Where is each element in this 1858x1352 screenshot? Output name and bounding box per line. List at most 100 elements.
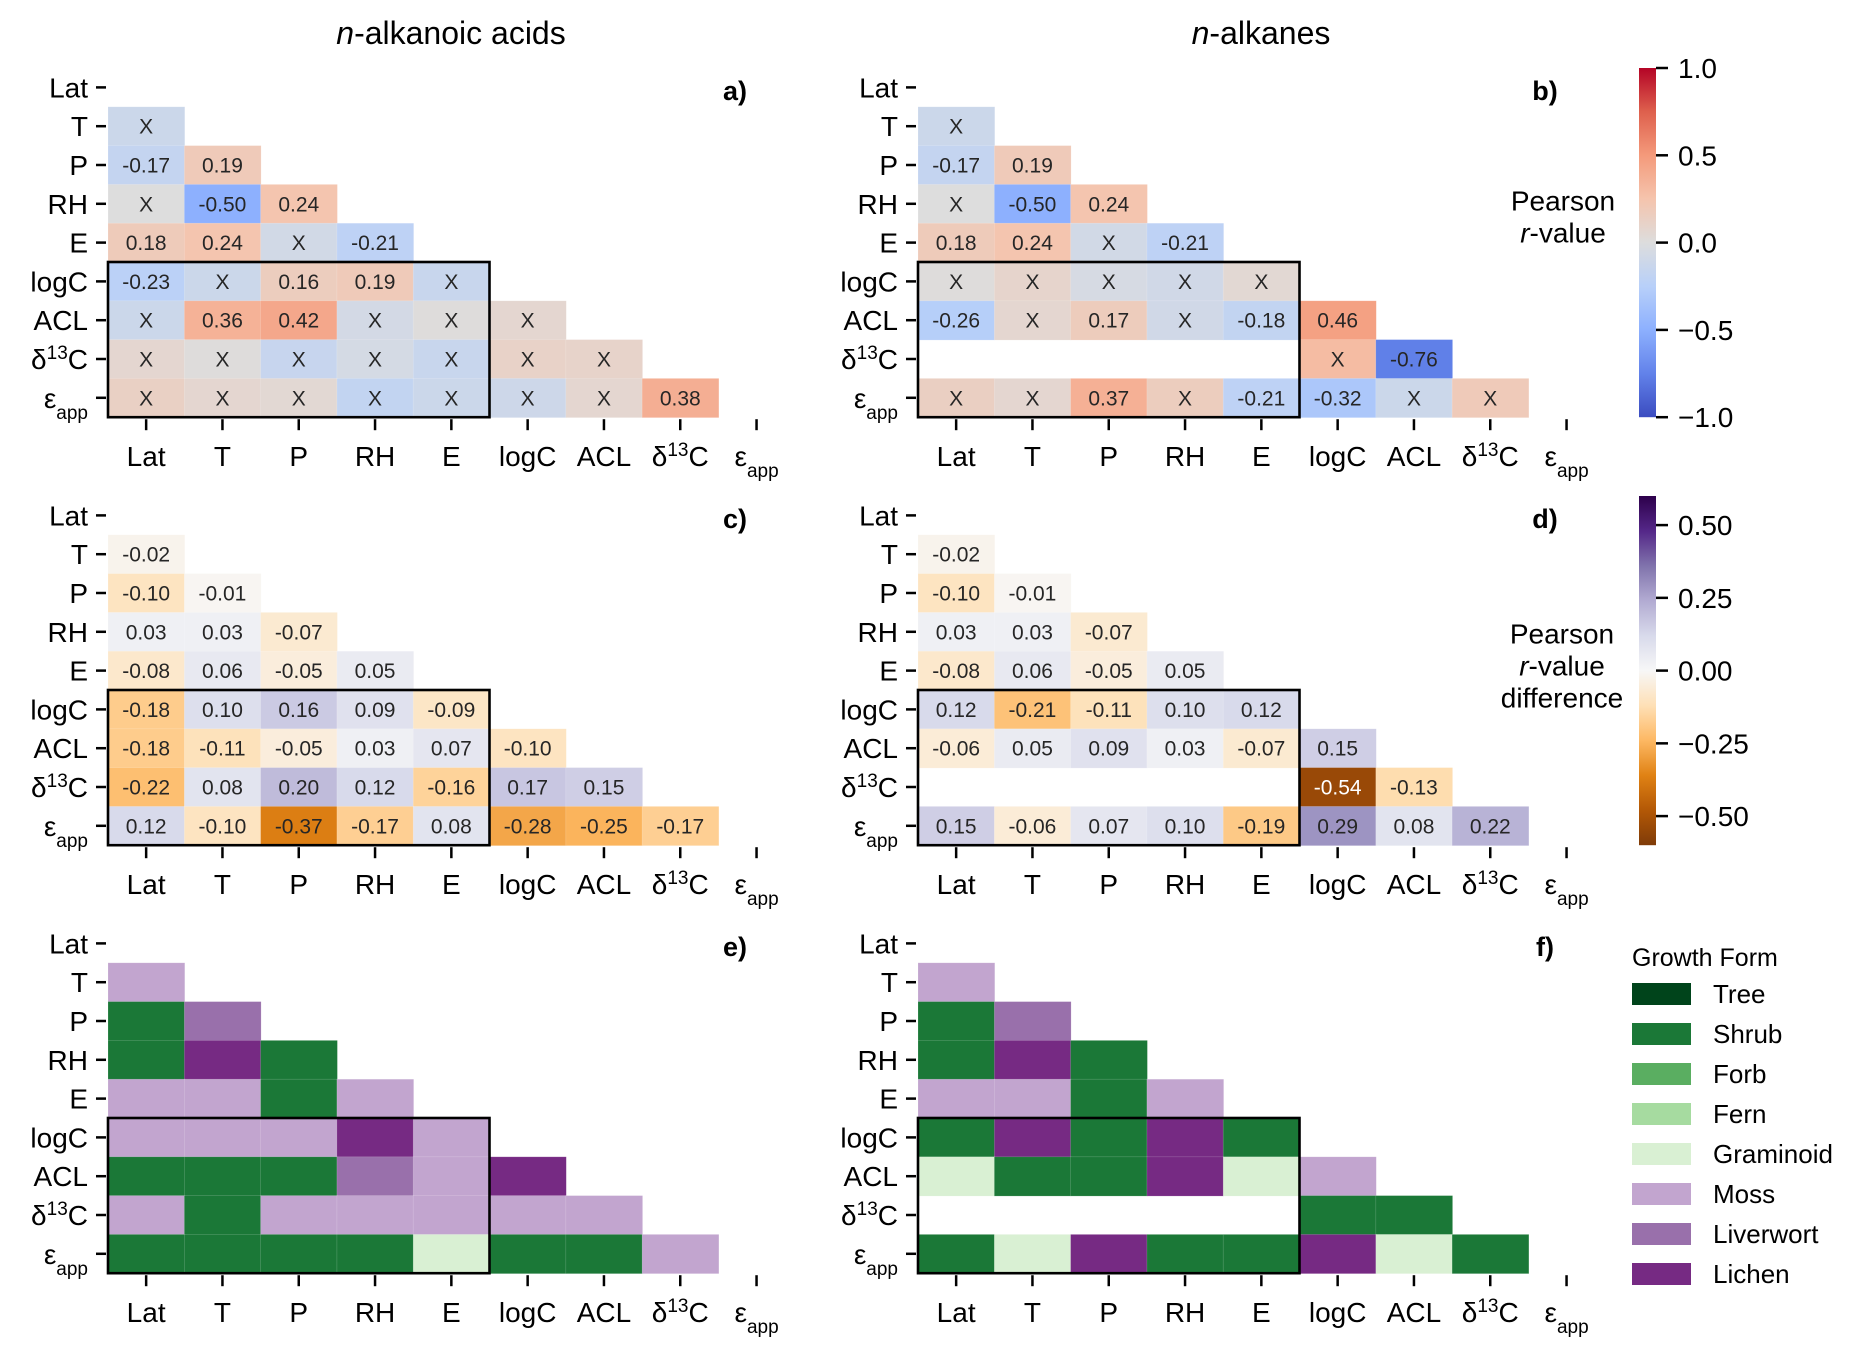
heatmap-cell	[107, 534, 186, 575]
heatmap-cell	[184, 261, 262, 302]
heatmap-cell	[993, 184, 1072, 224]
cell-value-label: -0.02	[122, 544, 170, 567]
x-tick-label: T	[1024, 441, 1041, 472]
y-tick-label: ACL	[844, 305, 898, 336]
x-tick-label: E	[442, 869, 461, 900]
y-tick-label: T	[71, 967, 88, 998]
heatmap-cell	[260, 1040, 338, 1081]
x-tick-label: Lat	[127, 869, 166, 900]
heatmap-cell	[917, 962, 996, 1003]
colorbar-PuOr: 0.50 0.25 0.00 −0.25 −0.50 Pearsonr-valuediff…	[1501, 496, 1749, 846]
y-tick-label: δ13C	[31, 1199, 88, 1232]
legend-label: Liverwort	[1713, 1219, 1819, 1249]
cell-value-label: 0.06	[202, 660, 243, 683]
x-tick-label: RH	[1165, 1297, 1205, 1328]
legend-label: Fern	[1713, 1099, 1766, 1129]
heatmap-cell	[336, 650, 414, 691]
cell-value-label: 0.20	[278, 777, 319, 800]
heatmap-cell	[917, 300, 996, 341]
heatmap-cell	[565, 767, 643, 808]
y-tick-label: logC	[840, 266, 898, 297]
cell-value-label: -0.37	[275, 815, 323, 838]
highlight-box	[106, 1116, 491, 1275]
cell-value-label: X	[597, 349, 611, 372]
cell-value-label: -0.10	[199, 815, 247, 838]
heatmap-cell	[412, 1117, 491, 1158]
y-tick-label: εapp	[854, 811, 898, 852]
cell-value-label: 0.36	[202, 310, 243, 333]
heatmap-cell	[184, 184, 262, 224]
y-tick-label: εapp	[854, 383, 898, 424]
y-tick-label: E	[879, 656, 898, 687]
cell-value-label: X	[444, 387, 458, 410]
x-tick-label: P	[289, 1297, 308, 1328]
x-tick-label: T	[214, 1297, 231, 1328]
cell-value-label: X	[215, 271, 229, 294]
y-tick-label: Lat	[49, 72, 88, 103]
heatmap-cell	[489, 378, 567, 418]
heatmap-cell	[1375, 767, 1453, 808]
cell-value-label: -0.01	[1009, 583, 1057, 606]
cell-value-label: X	[368, 349, 382, 372]
cell-value-label: X	[949, 193, 963, 216]
cell-value-label: X	[139, 387, 153, 410]
y-tick-label: T	[881, 539, 898, 570]
heatmap-cell	[917, 534, 996, 575]
heatmap-cell	[260, 378, 338, 418]
cell-value-label: 0.06	[1012, 660, 1053, 683]
y-tick-label: logC	[840, 694, 898, 725]
cell-value-label: -0.13	[1390, 777, 1438, 800]
cell-value-label: -0.50	[1009, 193, 1057, 216]
cell-value-label: 0.18	[936, 232, 977, 255]
heatmap-cell	[1222, 806, 1301, 847]
heatmap-cell	[1299, 1195, 1377, 1236]
heatmap-cell	[1375, 1195, 1453, 1236]
heatmap-cell	[107, 767, 186, 808]
heatmap-cell	[336, 767, 414, 808]
y-tick-label: εapp	[44, 383, 88, 424]
highlight-box	[106, 260, 491, 419]
cell-value-label: X	[1331, 349, 1345, 372]
heatmap-cell	[993, 145, 1072, 186]
heatmap-cell	[260, 300, 338, 341]
x-tick-label: δ13C	[652, 440, 709, 473]
heatmap-cell	[1222, 378, 1301, 418]
heatmap-cell	[1146, 378, 1225, 418]
x-tick-label: E	[1252, 869, 1271, 900]
cell-value-label: X	[521, 349, 535, 372]
cell-value-label: 0.07	[431, 738, 472, 761]
legend-item-shrub: Shrub	[1632, 1019, 1782, 1049]
heatmap-cell	[1299, 300, 1377, 341]
heatmap-cell	[917, 689, 996, 730]
heatmap-cell	[489, 806, 567, 847]
heatmap-cell	[993, 573, 1072, 614]
cell-value-label: 0.03	[126, 621, 167, 644]
cell-value-label: -0.17	[351, 815, 399, 838]
cell-value-label: X	[139, 193, 153, 216]
heatmap-cell	[184, 728, 262, 769]
cell-value-label: 0.37	[1088, 387, 1129, 410]
cell-value-label: X	[139, 116, 153, 139]
heatmap-cell	[336, 1234, 414, 1275]
cell-value-label: X	[139, 349, 153, 372]
cell-value-label: -0.76	[1390, 349, 1438, 372]
heatmap-cell	[1070, 1156, 1148, 1197]
heatmap-cell	[1070, 261, 1148, 302]
heatmap-cell	[336, 1117, 414, 1158]
cell-value-label: 0.10	[1165, 815, 1206, 838]
heatmap-cell	[107, 650, 186, 691]
heatmap-cell	[1070, 689, 1148, 730]
heatmap-cell	[641, 806, 720, 847]
heatmap-cell	[336, 339, 414, 380]
cell-value-label: -0.05	[275, 738, 323, 761]
legend-item-moss: Moss	[1632, 1179, 1775, 1209]
cell-value-label: -0.10	[122, 583, 170, 606]
heatmap-cell	[260, 650, 338, 691]
colorbar-tick-label: 0.25	[1678, 583, 1733, 614]
x-tick-label: P	[289, 441, 308, 472]
heatmap-cell	[184, 222, 262, 263]
legend-swatch	[1632, 983, 1691, 1005]
heatmap-cell	[260, 728, 338, 769]
heatmap-cell	[489, 1234, 567, 1275]
